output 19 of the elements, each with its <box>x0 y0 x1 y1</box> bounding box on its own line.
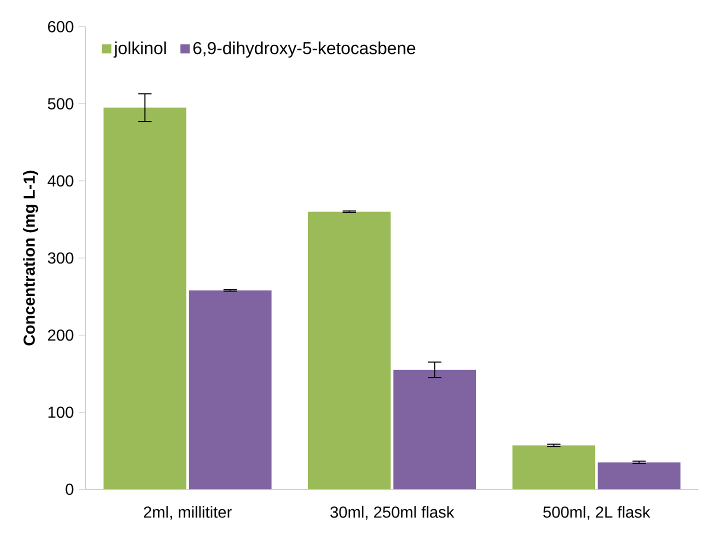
y-tick-label: 100 <box>48 406 74 418</box>
y-tick-label: 500 <box>48 98 74 110</box>
y-axis-title: Concentration (mg L-1) <box>23 170 38 346</box>
legend-label: 6,9-dihydroxy-5-ketocasbene <box>193 41 416 58</box>
y-tick-label: 0 <box>66 484 74 495</box>
bar <box>188 290 272 490</box>
y-tick-label: 600 <box>48 20 74 32</box>
y-tick-label: 400 <box>48 175 74 186</box>
x-tick-label: 500ml, 2L flask <box>543 506 650 520</box>
x-tick-label: 2ml, millititer <box>144 506 232 520</box>
y-tick-label: 300 <box>48 252 74 264</box>
bar <box>308 212 391 490</box>
bar <box>512 445 596 490</box>
legend-label: jolkinol <box>114 41 166 58</box>
bar <box>104 107 186 490</box>
x-tick-label: 30ml, 250ml flask <box>330 506 454 520</box>
bar <box>393 370 476 490</box>
y-tick-label: 200 <box>48 329 74 341</box>
bar <box>598 462 680 490</box>
